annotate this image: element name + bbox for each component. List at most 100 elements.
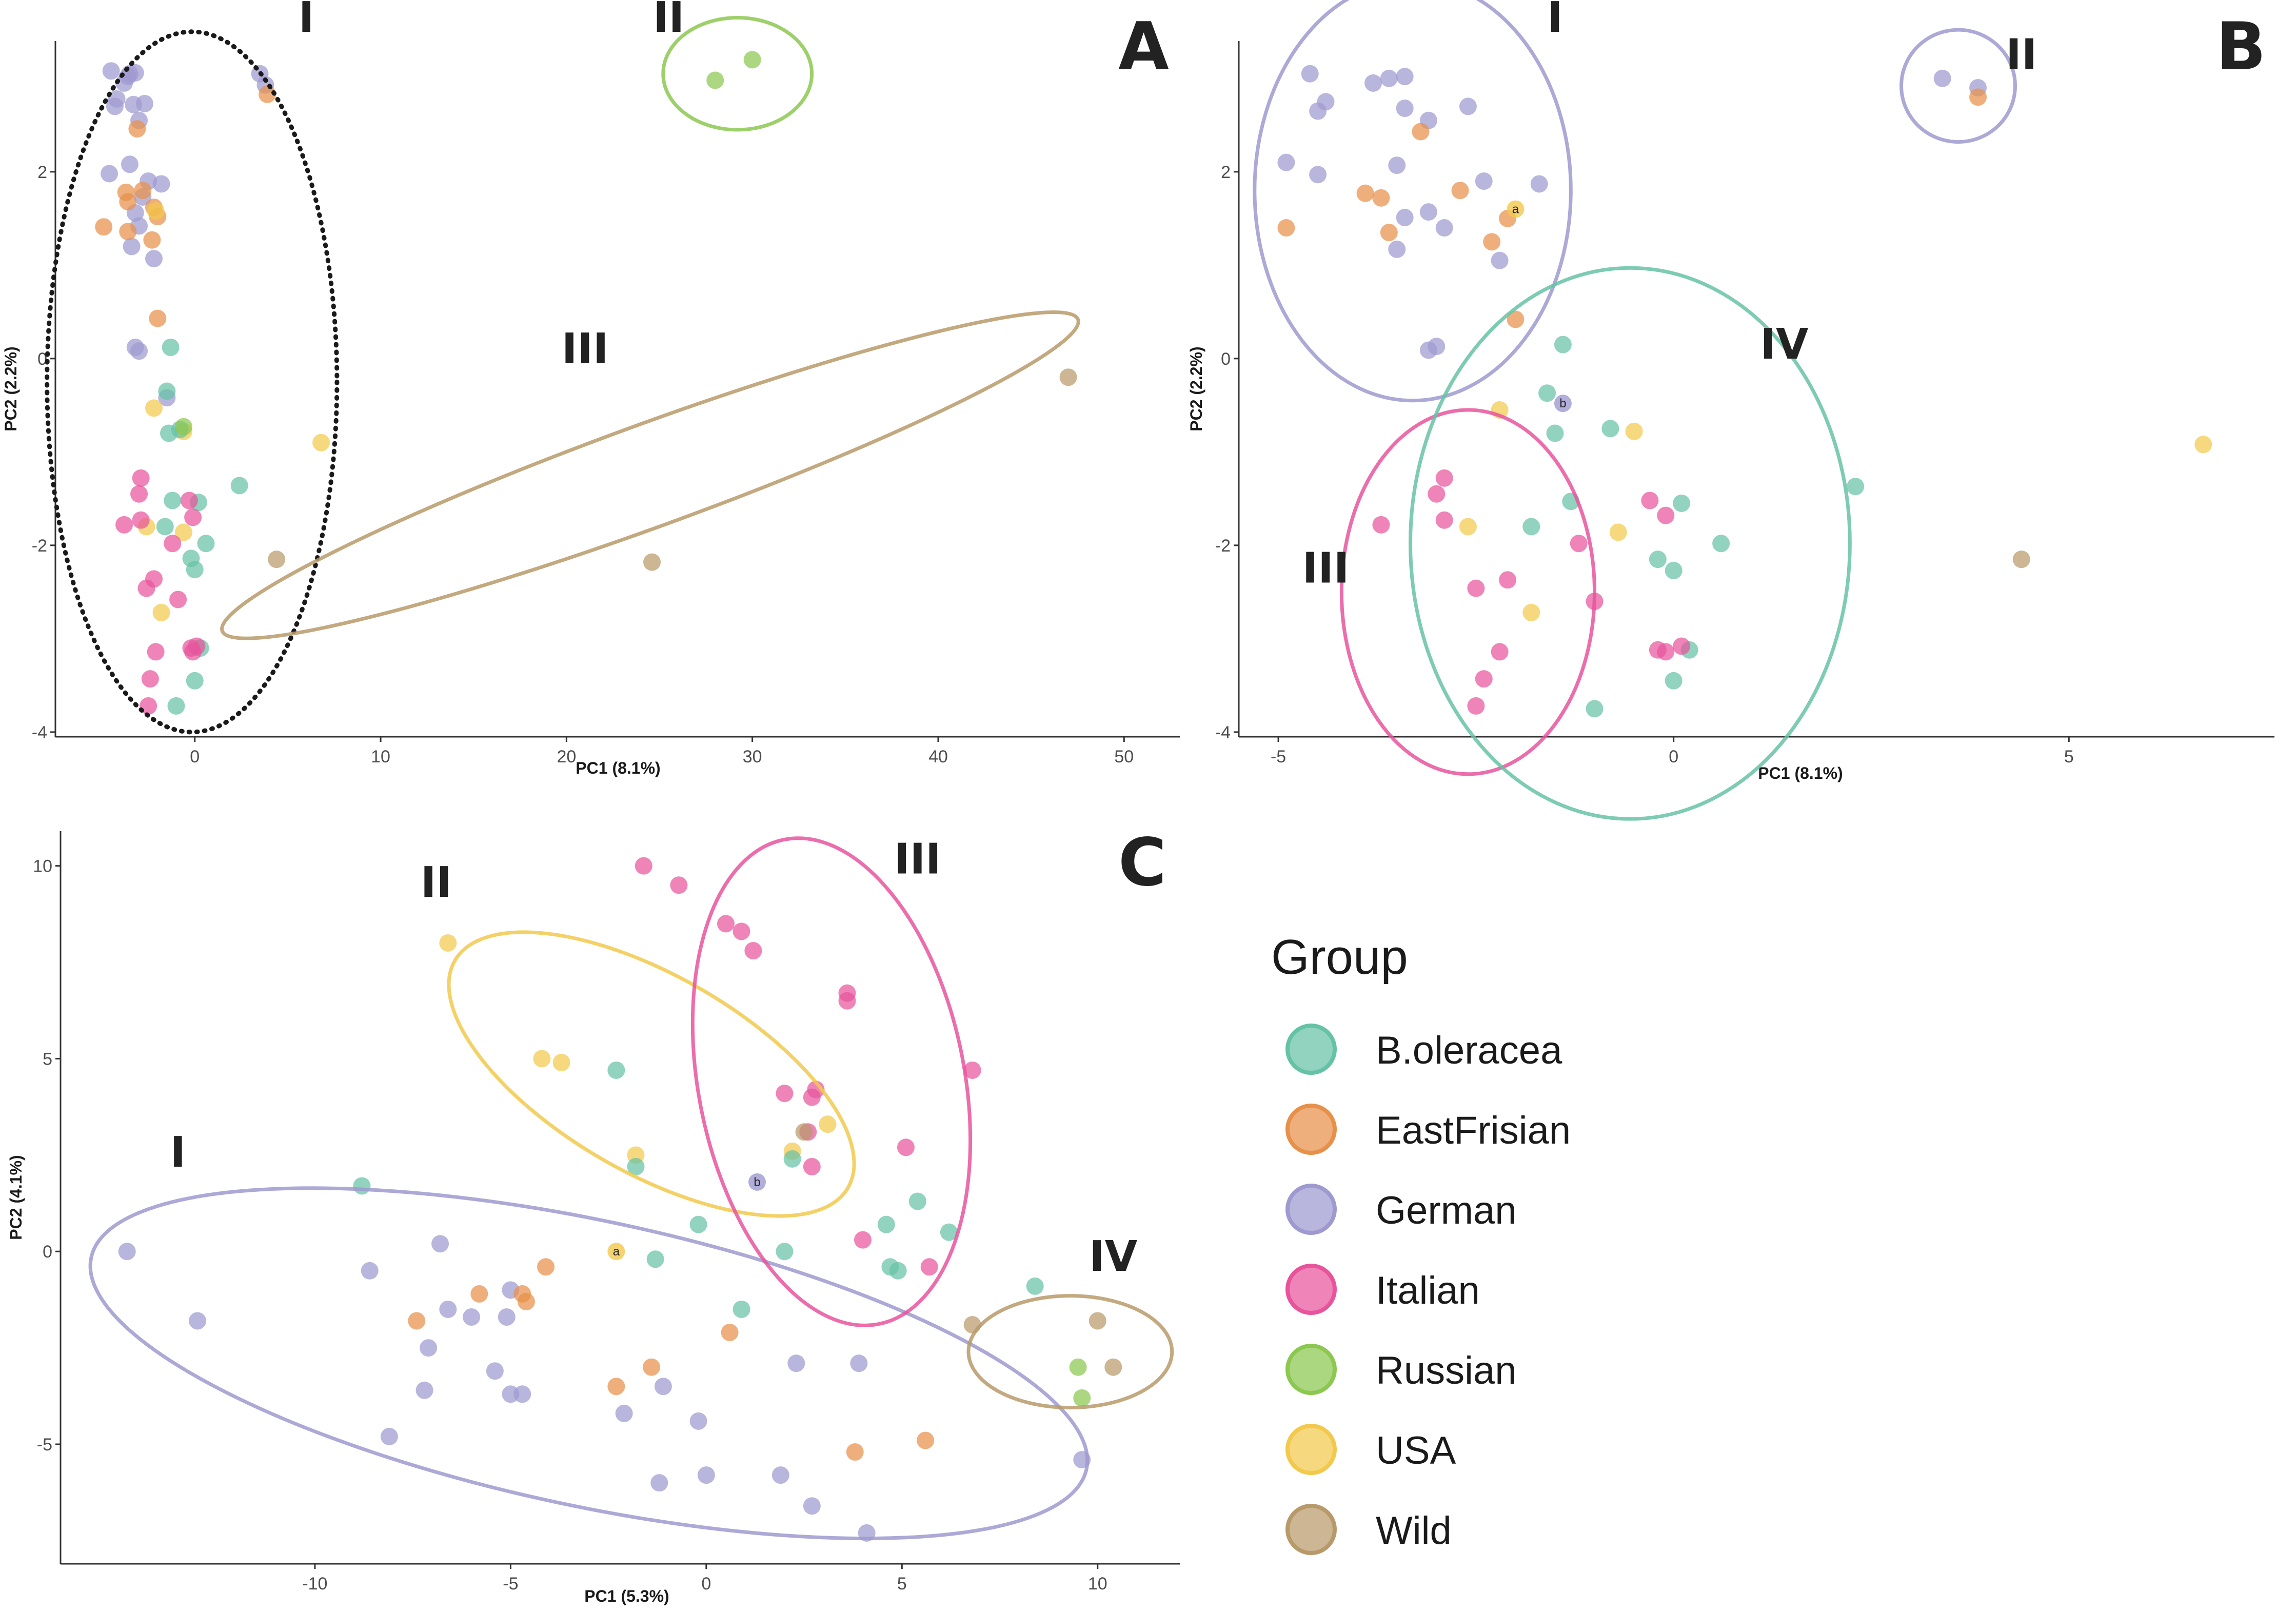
point-b-oleracea [156, 518, 174, 536]
x-tick-label: 10 [371, 747, 390, 767]
point-russian [1073, 1389, 1091, 1407]
legend-label-b-oleracea: B.oleracea [1376, 1029, 1562, 1072]
point-italian [132, 511, 150, 529]
point-italian [184, 508, 202, 526]
y-tick-label: 0 [37, 349, 47, 369]
point-eastfrisian [846, 1443, 864, 1461]
cluster-ellipse-iii [1339, 408, 1597, 776]
x-axis-title: PC1 (8.1%) [576, 759, 660, 777]
x-tick-label: -10 [302, 1574, 327, 1594]
legend-key-eastfrisian [1285, 1104, 1337, 1155]
x-axis-title: PC1 (8.1%) [1758, 764, 1843, 782]
point-eastfrisian [95, 218, 113, 236]
panel-letter: A [1118, 9, 1169, 85]
point-b-oleracea [1665, 672, 1683, 690]
point-german [135, 94, 153, 112]
point-usa [533, 1050, 551, 1068]
cluster-label-i: I [299, 0, 314, 42]
point-wild [1059, 368, 1077, 386]
panel-letter: B [2216, 9, 2266, 85]
legend-label-german: German [1376, 1189, 1517, 1232]
cluster-label-i: I [170, 1128, 186, 1177]
x-tick-label: 50 [1114, 747, 1134, 767]
point-b-oleracea [353, 1177, 371, 1195]
point-german [689, 1412, 707, 1430]
point-usa [147, 202, 165, 220]
x-tick-label: 40 [928, 747, 948, 767]
point-italian [115, 516, 133, 534]
point-russian [706, 71, 724, 89]
point-italian [963, 1061, 981, 1079]
point-eastfrisian [537, 1258, 555, 1276]
point-wild [2012, 551, 2030, 568]
point-german [106, 97, 124, 115]
point-italian [1428, 485, 1446, 503]
legend-item-usa: USA [1285, 1424, 1456, 1475]
point-italian [1641, 492, 1659, 509]
y-tick-label: 0 [1221, 349, 1231, 369]
point-german [431, 1235, 449, 1253]
point-german [1364, 74, 1382, 92]
point-b-oleracea [162, 339, 180, 357]
legend-key-usa [1285, 1424, 1337, 1475]
cluster-ellipse-ii [447, 930, 856, 1218]
cluster-ellipse-ii [1899, 28, 2017, 144]
point-italian [635, 857, 652, 875]
point-eastfrisian [408, 1312, 426, 1330]
point-eastfrisian [1969, 88, 1987, 106]
point-german [145, 250, 163, 268]
point-b-oleracea [1586, 700, 1604, 718]
point-eastfrisian [128, 120, 146, 138]
point-b-oleracea [1554, 336, 1572, 353]
point-german [1419, 341, 1437, 359]
tagged-point-usa [1507, 200, 1525, 218]
point-german [654, 1378, 672, 1396]
point-german [1277, 153, 1295, 171]
point-italian [137, 579, 155, 597]
point-b-oleracea [167, 697, 185, 715]
legend-item-italian: Italian [1285, 1264, 1480, 1315]
x-tick-label: 0 [701, 1574, 711, 1594]
point-german [439, 1300, 457, 1318]
point-german [1309, 102, 1327, 120]
cluster-label-iii: III [1302, 544, 1350, 593]
point-german [850, 1354, 868, 1372]
point-german [1475, 172, 1493, 190]
point-german [1435, 219, 1453, 237]
point-b-oleracea [607, 1061, 625, 1079]
y-axis-title: PC2 (4.1%) [7, 1155, 25, 1240]
point-italian [733, 922, 750, 940]
legend-key-german [1285, 1184, 1337, 1235]
point-eastfrisian [134, 182, 152, 200]
legend-label-russian: Russian [1376, 1349, 1517, 1392]
point-usa [1625, 422, 1643, 440]
point-eastfrisian [1372, 189, 1390, 207]
x-axis-title: PC1 (5.3%) [584, 1587, 669, 1605]
point-b-oleracea [1601, 420, 1619, 438]
point-italian [1673, 637, 1691, 655]
point-german [115, 74, 133, 92]
point-b-oleracea [908, 1192, 926, 1210]
point-b-oleracea [1546, 424, 1564, 442]
x-tick-label: 20 [557, 747, 576, 767]
point-german [697, 1466, 715, 1484]
legend-item-wild: Wild [1285, 1504, 1452, 1555]
point-eastfrisian [1277, 219, 1295, 237]
point-usa [819, 1115, 837, 1133]
point-german [1388, 240, 1406, 258]
legend-label-eastfrisian: EastFrisian [1376, 1109, 1571, 1152]
point-b-oleracea [776, 1243, 794, 1261]
point-italian [744, 941, 762, 959]
point-german [189, 1312, 207, 1330]
point-italian [184, 643, 202, 661]
point-german [101, 165, 118, 183]
point-italian [1435, 511, 1453, 529]
point-eastfrisian [470, 1285, 488, 1303]
point-german [787, 1354, 805, 1372]
point-german [123, 238, 141, 256]
point-wild [963, 1316, 981, 1334]
point-wild [1104, 1358, 1122, 1376]
legend-label-italian: Italian [1376, 1269, 1480, 1312]
point-eastfrisian [643, 1358, 661, 1376]
x-tick-label: 10 [1088, 1574, 1107, 1594]
